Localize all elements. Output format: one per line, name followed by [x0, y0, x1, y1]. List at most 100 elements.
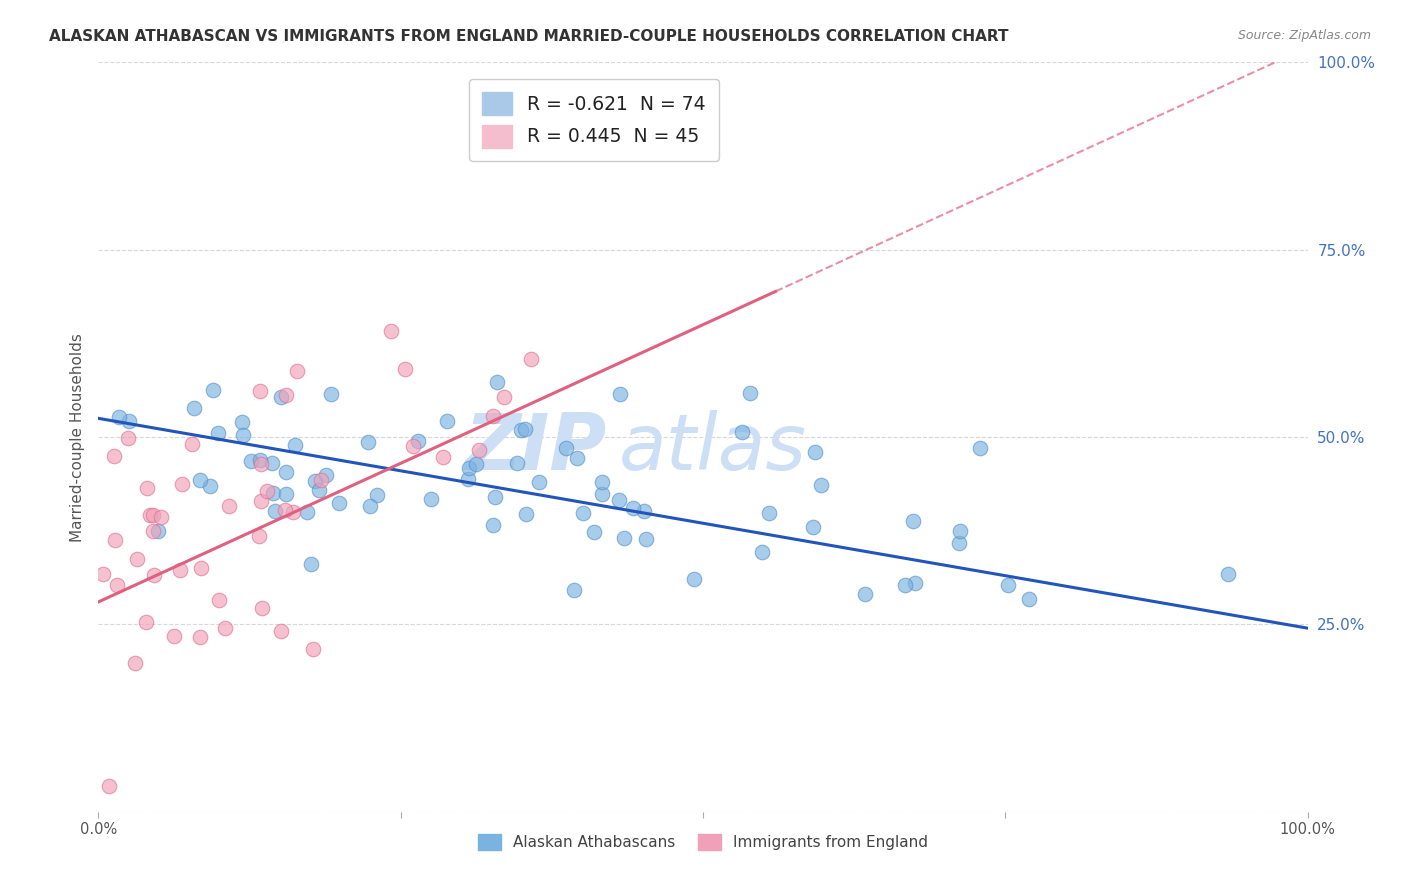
Point	[97, 779, 120, 793]
Point	[591, 475, 613, 489]
Point	[108, 410, 131, 425]
Point	[394, 361, 416, 376]
Point	[420, 492, 443, 507]
Point	[484, 490, 506, 504]
Point	[124, 656, 146, 670]
Point	[309, 473, 332, 487]
Point	[163, 629, 186, 643]
Point	[572, 506, 595, 520]
Point	[682, 572, 704, 586]
Point	[274, 465, 297, 479]
Point	[180, 437, 202, 451]
Point	[801, 520, 824, 534]
Point	[359, 500, 381, 514]
Point	[464, 458, 486, 472]
Point	[284, 438, 307, 452]
Y-axis label: Married-couple Households: Married-couple Households	[69, 333, 84, 541]
Point	[949, 524, 972, 538]
Point	[406, 434, 429, 448]
Point	[117, 431, 139, 445]
Point	[515, 422, 537, 436]
Point	[270, 624, 292, 639]
Point	[554, 442, 576, 456]
Point	[202, 383, 225, 397]
Point	[190, 561, 212, 575]
Point	[948, 536, 970, 550]
Point	[515, 507, 537, 521]
Point	[264, 504, 287, 518]
Point	[247, 529, 270, 543]
Point	[260, 457, 283, 471]
Point	[904, 576, 927, 591]
Point	[150, 510, 173, 524]
Point	[432, 450, 454, 465]
Point	[172, 477, 194, 491]
Point	[250, 494, 273, 508]
Point	[135, 615, 157, 629]
Point	[232, 428, 254, 442]
Point	[302, 642, 325, 657]
Point	[621, 500, 644, 515]
Point	[183, 401, 205, 416]
Point	[250, 457, 273, 471]
Point	[481, 409, 503, 423]
Point	[135, 481, 157, 495]
Text: Source: ZipAtlas.com: Source: ZipAtlas.com	[1237, 29, 1371, 42]
Point	[188, 630, 211, 644]
Point	[467, 442, 489, 457]
Point	[583, 524, 606, 539]
Point	[357, 435, 380, 450]
Point	[894, 577, 917, 591]
Point	[274, 503, 297, 517]
Text: ZIP: ZIP	[464, 410, 606, 486]
Point	[1216, 566, 1239, 581]
Point	[1018, 591, 1040, 606]
Point	[810, 478, 832, 492]
Point	[142, 508, 165, 523]
Point	[562, 582, 585, 597]
Legend: Alaskan Athabascans, Immigrants from England: Alaskan Athabascans, Immigrants from Eng…	[471, 829, 935, 856]
Point	[276, 487, 298, 501]
Point	[319, 387, 342, 401]
Point	[436, 414, 458, 428]
Point	[492, 390, 515, 404]
Point	[198, 479, 221, 493]
Point	[740, 385, 762, 400]
Point	[142, 524, 165, 539]
Point	[208, 593, 231, 607]
Text: atlas: atlas	[619, 410, 806, 486]
Point	[249, 452, 271, 467]
Point	[758, 506, 780, 520]
Point	[567, 451, 589, 466]
Point	[285, 364, 308, 378]
Point	[613, 531, 636, 545]
Point	[853, 587, 876, 601]
Point	[250, 601, 273, 615]
Point	[607, 493, 630, 508]
Point	[901, 515, 924, 529]
Point	[308, 483, 330, 498]
Point	[304, 474, 326, 488]
Point	[218, 499, 240, 513]
Point	[274, 388, 297, 402]
Point	[256, 484, 278, 499]
Point	[239, 454, 262, 468]
Point	[520, 351, 543, 366]
Point	[105, 578, 128, 592]
Point	[751, 545, 773, 559]
Point	[633, 503, 655, 517]
Point	[315, 467, 337, 482]
Point	[262, 485, 284, 500]
Point	[997, 578, 1019, 592]
Point	[730, 425, 752, 440]
Point	[366, 487, 388, 501]
Point	[231, 415, 253, 429]
Point	[401, 439, 423, 453]
Point	[609, 387, 631, 401]
Point	[295, 505, 318, 519]
Point	[249, 384, 271, 398]
Point	[142, 568, 165, 582]
Point	[270, 390, 292, 404]
Point	[328, 496, 350, 510]
Point	[380, 324, 402, 338]
